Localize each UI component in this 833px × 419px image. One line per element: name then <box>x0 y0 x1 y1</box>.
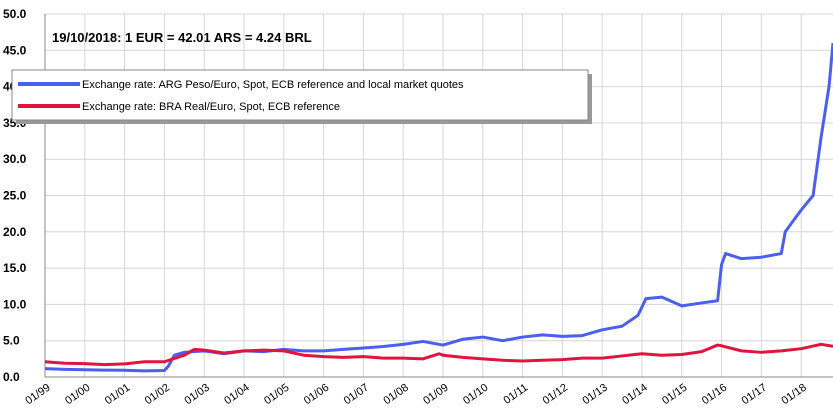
series-line <box>44 342 833 367</box>
x-tick-label: 01/04 <box>222 382 251 408</box>
x-tick-label: 01/13 <box>580 382 609 408</box>
y-tick-label: 25.0 <box>3 189 27 203</box>
x-tick-label: 01/14 <box>620 382 649 408</box>
y-tick-label: 45.0 <box>3 43 27 57</box>
x-tick-label: 01/18 <box>779 382 808 408</box>
legend: Exchange rate: ARG Peso/Euro, Spot, ECB … <box>11 69 592 124</box>
x-tick-label: 01/99 <box>23 382 52 408</box>
y-tick-label: 5.0 <box>3 334 20 348</box>
x-tick-label: 01/16 <box>700 382 729 408</box>
x-tick-label: 01/00 <box>63 382 92 408</box>
x-tick-label: 01/05 <box>262 382 291 408</box>
x-tick-label: 01/07 <box>342 382 371 408</box>
series-line <box>44 42 833 373</box>
x-tick-label: 01/15 <box>660 382 689 408</box>
grid <box>44 13 833 378</box>
y-tick-label: 10.0 <box>3 297 27 311</box>
annotation: 19/10/2018: 1 EUR = 42.01 ARS = 4.24 BRL <box>52 30 312 45</box>
x-tick-label: 01/17 <box>740 382 769 408</box>
x-tick-label: 01/02 <box>143 382 172 408</box>
x-tick-label: 01/08 <box>381 382 410 408</box>
y-tick-label: 0.0 <box>3 370 20 384</box>
y-tick-label: 20.0 <box>3 225 27 239</box>
x-tick-label: 01/10 <box>461 382 490 408</box>
legend-label: Exchange rate: BRA Real/Euro, Spot, ECB … <box>82 101 340 113</box>
y-tick-label: 30.0 <box>3 152 27 166</box>
legend-label: Exchange rate: ARG Peso/Euro, Spot, ECB … <box>82 79 464 91</box>
x-tick-label: 01/03 <box>182 382 211 408</box>
x-tick-label: 01/06 <box>302 382 331 408</box>
legend-box <box>11 69 589 121</box>
x-tick-label: 01/09 <box>421 382 450 408</box>
x-tick-label: 01/11 <box>502 382 531 407</box>
y-tick-label: 50.0 <box>3 7 27 21</box>
x-tick-label: 01/12 <box>541 382 570 408</box>
y-tick-label: 15.0 <box>3 261 27 275</box>
x-tick-label: 01/01 <box>103 382 132 408</box>
